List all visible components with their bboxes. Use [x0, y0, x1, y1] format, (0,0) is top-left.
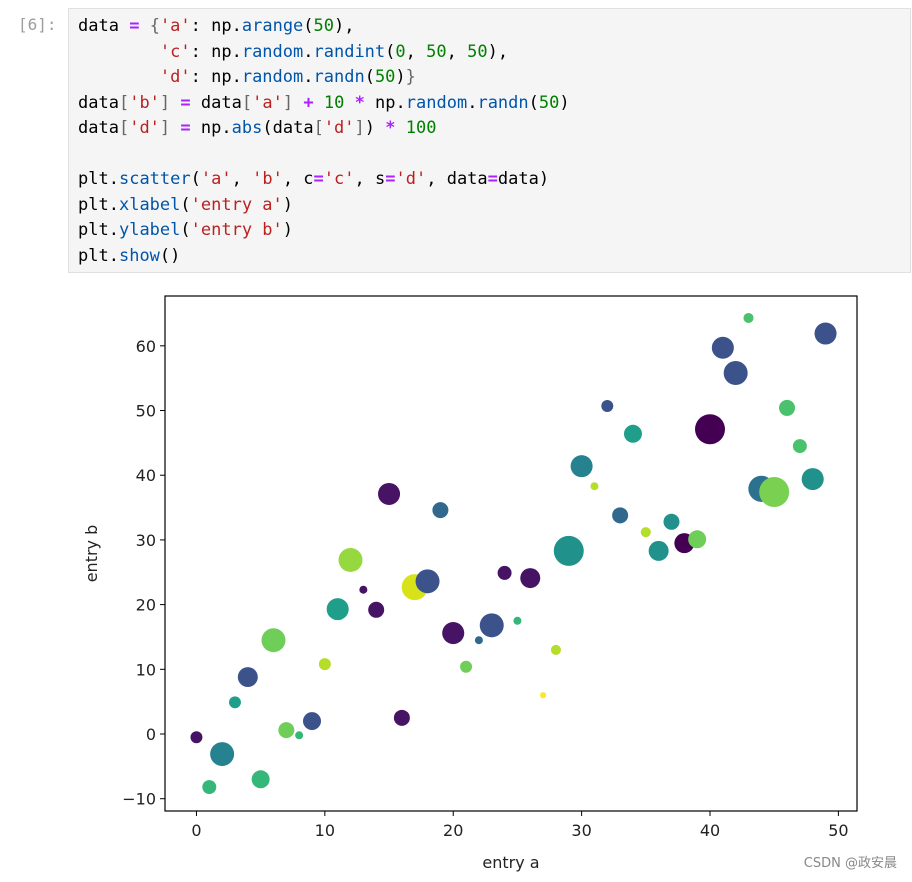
y-tick-label: −10 [122, 790, 156, 809]
point [237, 667, 258, 688]
point [303, 712, 321, 731]
y-tick-label: 0 [146, 725, 156, 744]
point [779, 399, 796, 416]
point [623, 424, 642, 443]
x-tick-label: 30 [571, 821, 591, 840]
point [814, 322, 837, 345]
point [326, 598, 349, 621]
point [711, 336, 734, 359]
point [338, 547, 363, 572]
x-tick-label: 20 [443, 821, 463, 840]
axes-frame [164, 295, 858, 812]
point [688, 530, 707, 549]
point [359, 585, 368, 594]
point [570, 455, 593, 478]
code-line: plt.xlabel('entry a') [78, 194, 294, 215]
point [743, 312, 754, 324]
point [497, 565, 512, 580]
y-tick-label: 50 [136, 402, 156, 421]
point [261, 628, 286, 653]
code-line: data['d'] = np.abs(data['d']) * 100 [78, 118, 437, 138]
y-axis-label: entry b [82, 525, 101, 583]
code-line: plt.scatter('a', 'b', c='c', s='d', data… [78, 169, 550, 189]
code-cell[interactable]: data = {'a': np.arange(50), 'c': np.rand… [68, 8, 911, 273]
point [202, 780, 217, 795]
y-tick-label: 20 [136, 596, 156, 615]
point [442, 622, 465, 645]
x-tick-label: 50 [828, 821, 848, 840]
code-line: 'c': np.random.randint(0, 50, 50), [159, 41, 509, 62]
point [520, 568, 541, 589]
point [540, 692, 547, 699]
point [513, 616, 522, 625]
point [723, 360, 748, 385]
point [415, 569, 440, 594]
x-tick-label: 40 [700, 821, 720, 840]
point [612, 507, 629, 524]
point [648, 540, 669, 561]
code-line: plt.show() [78, 245, 181, 266]
point [460, 660, 473, 673]
point [550, 644, 561, 655]
point [474, 636, 483, 645]
point [318, 658, 331, 671]
point [378, 482, 401, 505]
point [432, 502, 449, 519]
point [190, 731, 203, 744]
code: data = {'a': np.arange(50), 'c': np.rand… [78, 14, 570, 269]
point [590, 482, 599, 491]
code-line: 'd': np.random.randn(50)} [159, 67, 416, 87]
y-tick-label: 60 [136, 337, 156, 356]
y-tick-label: 10 [136, 660, 156, 679]
point [601, 400, 614, 412]
point [663, 513, 680, 530]
code-line: data['b'] = data['a'] + 10 * np.random.r… [78, 92, 570, 113]
point [295, 731, 304, 740]
x-axis-label: entry a [482, 853, 539, 872]
point [210, 742, 235, 767]
x-tick-label: 10 [315, 821, 335, 840]
cell-prompt: [6]: [18, 15, 57, 34]
point [792, 439, 807, 454]
point [553, 535, 584, 566]
point [479, 613, 504, 638]
point [251, 770, 270, 789]
point [368, 601, 385, 618]
code-line: plt.ylabel('entry b') [78, 220, 294, 240]
watermark: CSDN @政安晨 [804, 856, 897, 871]
point [759, 477, 790, 508]
point [228, 696, 241, 709]
y-tick-label: 30 [136, 531, 156, 550]
point [801, 468, 824, 491]
y-tick-label: 40 [136, 466, 156, 485]
point [695, 414, 725, 445]
point [393, 709, 410, 726]
point [278, 722, 295, 739]
x-tick-label: 0 [191, 821, 201, 840]
point [640, 527, 651, 538]
code-line: data = {'a': np.arange(50), [78, 16, 355, 36]
